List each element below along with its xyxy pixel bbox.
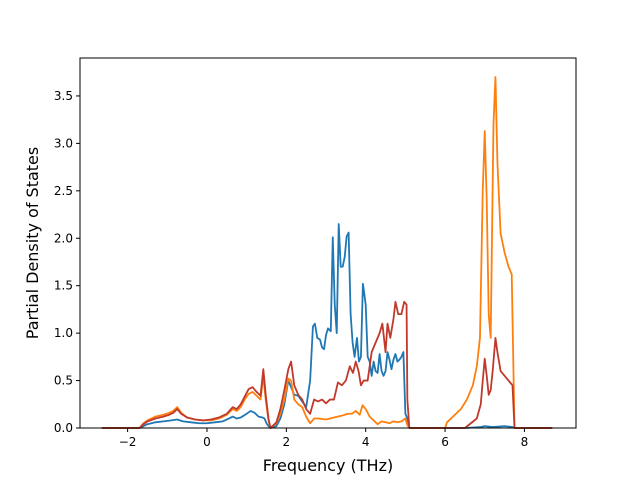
y-axis-ticks: 0.0 0.5 1.0 1.5 2.0 2.5 3.0 3.5 <box>54 89 80 435</box>
x-tick-label: 4 <box>362 435 370 449</box>
y-tick-label: 1.0 <box>54 326 73 340</box>
series-line-3 <box>101 300 553 429</box>
y-tick-label: 0.0 <box>54 421 73 435</box>
x-tick-label: 2 <box>283 435 291 449</box>
y-axis-label: Partial Density of States <box>23 147 42 339</box>
x-tick-label: −2 <box>119 435 137 449</box>
y-tick-label: 2.0 <box>54 231 73 245</box>
y-tick-label: 1.5 <box>54 279 73 293</box>
y-tick-label: 3.5 <box>54 89 73 103</box>
series-lines <box>101 76 553 429</box>
y-tick-label: 2.5 <box>54 184 73 198</box>
x-tick-label: 0 <box>203 435 211 449</box>
x-tick-label: 6 <box>441 435 449 449</box>
x-axis-ticks: −2 0 2 4 6 8 <box>119 428 528 449</box>
y-tick-label: 3.0 <box>54 136 73 150</box>
series-line-1 <box>101 223 553 429</box>
x-tick-label: 8 <box>521 435 529 449</box>
plot-frame <box>79 57 577 429</box>
series-line-2 <box>101 76 553 429</box>
x-axis-label: Frequency (THz) <box>263 456 393 475</box>
y-tick-label: 0.5 <box>54 374 73 388</box>
